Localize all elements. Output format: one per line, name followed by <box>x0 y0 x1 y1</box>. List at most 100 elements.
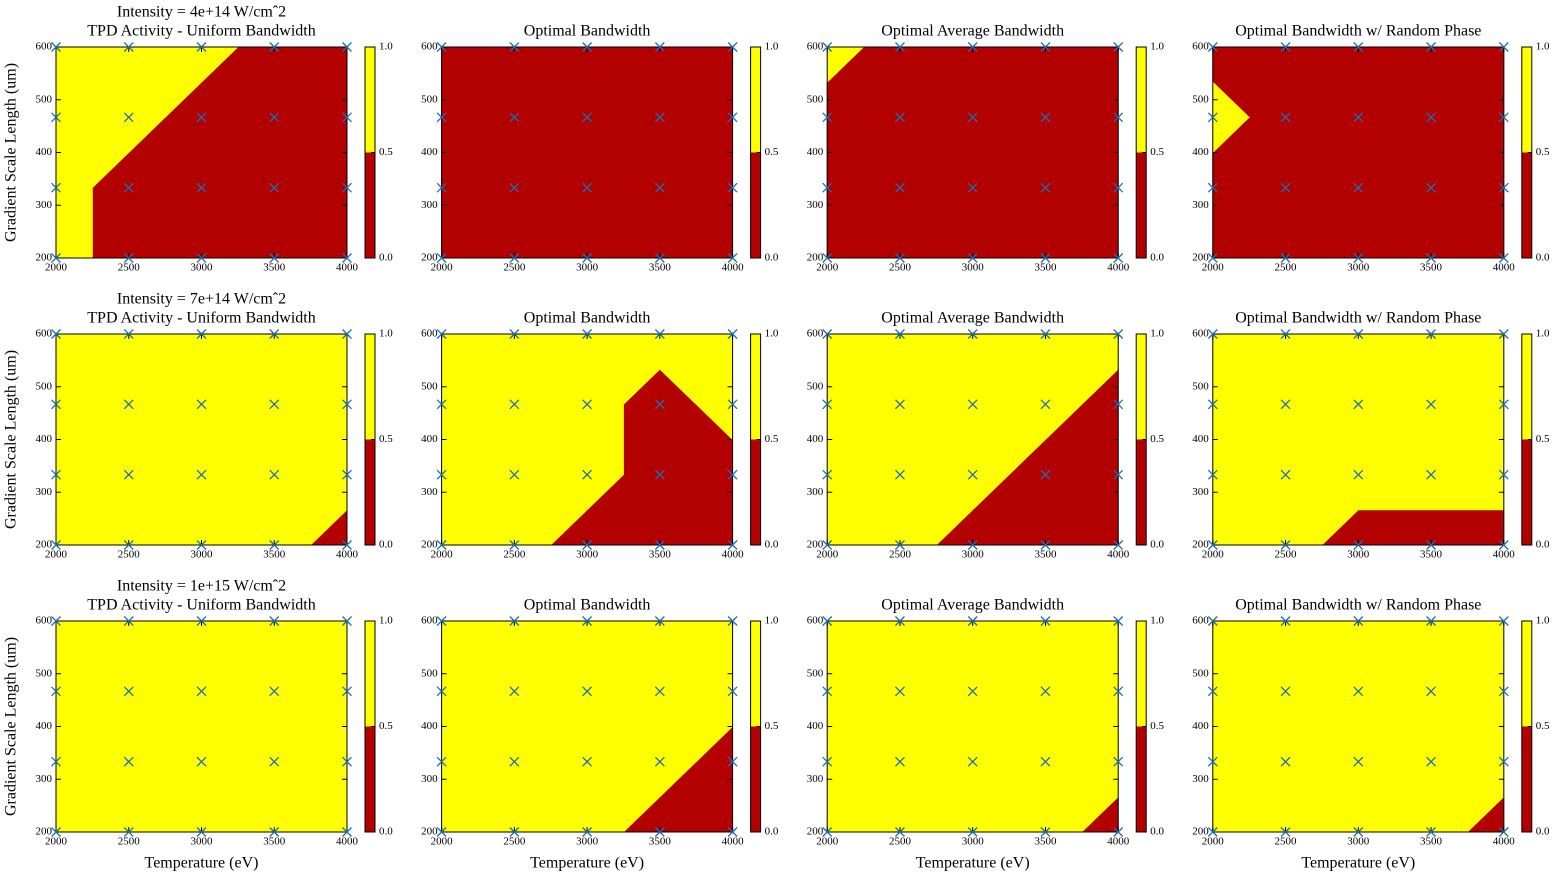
grid-point-marker <box>1113 616 1124 626</box>
grid-point-marker <box>727 399 738 410</box>
contour-region <box>586 116 661 189</box>
y-tick-label: 500 <box>36 93 53 105</box>
grid-point-marker <box>1040 399 1051 410</box>
contour-region <box>1212 474 1286 546</box>
colorbar-band <box>1136 152 1147 258</box>
grid-point-marker <box>727 253 738 263</box>
contour-region <box>1357 403 1432 476</box>
x-tick-label: 2000 <box>45 262 68 274</box>
x-tick-label: 4000 <box>336 549 359 561</box>
contour-region <box>513 116 588 189</box>
grid-point-marker <box>1353 469 1364 480</box>
contour-region <box>586 46 661 118</box>
contour-region <box>128 761 202 833</box>
x-tick-label: 2500 <box>118 836 141 848</box>
grid-point-marker <box>1280 827 1291 837</box>
grid-point-marker <box>509 182 520 193</box>
contour-region <box>91 187 130 259</box>
grid-point-marker <box>582 756 593 767</box>
colorbar-tick-label: 0.5 <box>379 433 393 445</box>
grid-point-marker <box>509 329 520 339</box>
colorbar-tick-label: 0.0 <box>379 826 393 838</box>
x-tick-label: 2000 <box>45 549 68 561</box>
grid-point-marker <box>342 756 352 767</box>
contour-region <box>513 333 588 405</box>
colorbar-tick-label: 0.0 <box>765 826 779 838</box>
contour-region <box>441 474 515 546</box>
contour-fill <box>1212 46 1505 259</box>
contour-region <box>55 333 130 405</box>
grid-point-marker <box>1498 686 1509 697</box>
grid-point-marker <box>822 329 833 339</box>
grid-point-marker <box>1113 42 1124 52</box>
contour-region <box>273 46 348 118</box>
y-tick-label: 300 <box>1192 486 1209 498</box>
x-tick-label: 3000 <box>191 549 214 561</box>
grid-point-marker <box>1207 329 1218 339</box>
contour-region <box>1045 690 1119 763</box>
y-tick-label: 200 <box>36 826 53 838</box>
x-tick-label: 3500 <box>1420 836 1443 848</box>
x-tick-label: 2500 <box>1275 262 1298 274</box>
grid-point-marker <box>436 686 447 697</box>
contour-region <box>899 761 974 833</box>
grid-point-marker <box>436 182 447 193</box>
contour-region <box>586 403 624 476</box>
grid-point-marker <box>1113 182 1124 193</box>
contour-region <box>441 333 515 405</box>
x-tick-label: 4000 <box>1107 836 1130 848</box>
colorbar-band <box>1521 726 1532 832</box>
contour-region <box>1430 46 1505 118</box>
panel-title: Optimal Bandwidth <box>524 310 651 327</box>
grid-point-marker <box>822 540 833 550</box>
grid-point-marker <box>1280 469 1291 480</box>
x-tick-label: 3000 <box>962 262 985 274</box>
grid-point-marker <box>727 182 738 193</box>
x-tick-label: 3000 <box>962 836 985 848</box>
contour-region <box>1285 690 1359 763</box>
x-tick-label: 3000 <box>1347 836 1370 848</box>
contour-region <box>1357 620 1432 692</box>
grid-point-marker <box>269 399 280 410</box>
y-tick-label: 500 <box>36 667 53 679</box>
x-tick-label: 4000 <box>1107 262 1130 274</box>
grid-point-marker <box>1353 329 1364 339</box>
contour-region <box>972 761 1046 833</box>
panel-title: Optimal Average Bandwidth <box>881 23 1064 40</box>
grid-point-marker <box>1498 182 1509 193</box>
contour-region <box>826 690 901 763</box>
contour-region <box>201 620 275 692</box>
grid-point-marker <box>822 42 833 52</box>
x-tick-label: 2500 <box>889 262 912 274</box>
grid-point-marker <box>727 756 738 767</box>
panel-title: TPD Activity - Uniform Bandwidth <box>87 310 315 327</box>
colorbar-tick-label: 0.5 <box>1150 146 1164 158</box>
y-tick-label: 200 <box>1192 539 1209 551</box>
contour-region <box>513 690 588 763</box>
colorbar-band <box>365 334 375 440</box>
grid-point-marker <box>436 42 447 52</box>
grid-point-marker <box>269 182 280 193</box>
contour-region <box>1212 403 1286 476</box>
contour-region <box>55 761 130 833</box>
contour-region <box>55 474 130 546</box>
colorbar-band <box>365 439 375 545</box>
contour-region <box>441 690 515 763</box>
grid-point-marker <box>269 756 280 767</box>
grid-point-marker <box>1353 42 1364 52</box>
x-tick-label: 4000 <box>336 262 359 274</box>
grid-point-marker <box>1426 469 1437 480</box>
grid-point-marker <box>436 827 447 837</box>
panel-title: Optimal Bandwidth <box>524 597 651 614</box>
grid-point-marker <box>582 42 593 52</box>
grid-point-marker <box>967 756 978 767</box>
y-tick-label: 300 <box>36 773 53 785</box>
grid-point-marker <box>654 112 665 123</box>
grid-point-marker <box>269 540 280 550</box>
grid-point-marker <box>196 469 207 480</box>
grid-point-marker <box>342 827 352 837</box>
contour-region <box>55 620 130 692</box>
contour-region <box>972 46 1046 118</box>
grid-point-marker <box>967 686 978 697</box>
